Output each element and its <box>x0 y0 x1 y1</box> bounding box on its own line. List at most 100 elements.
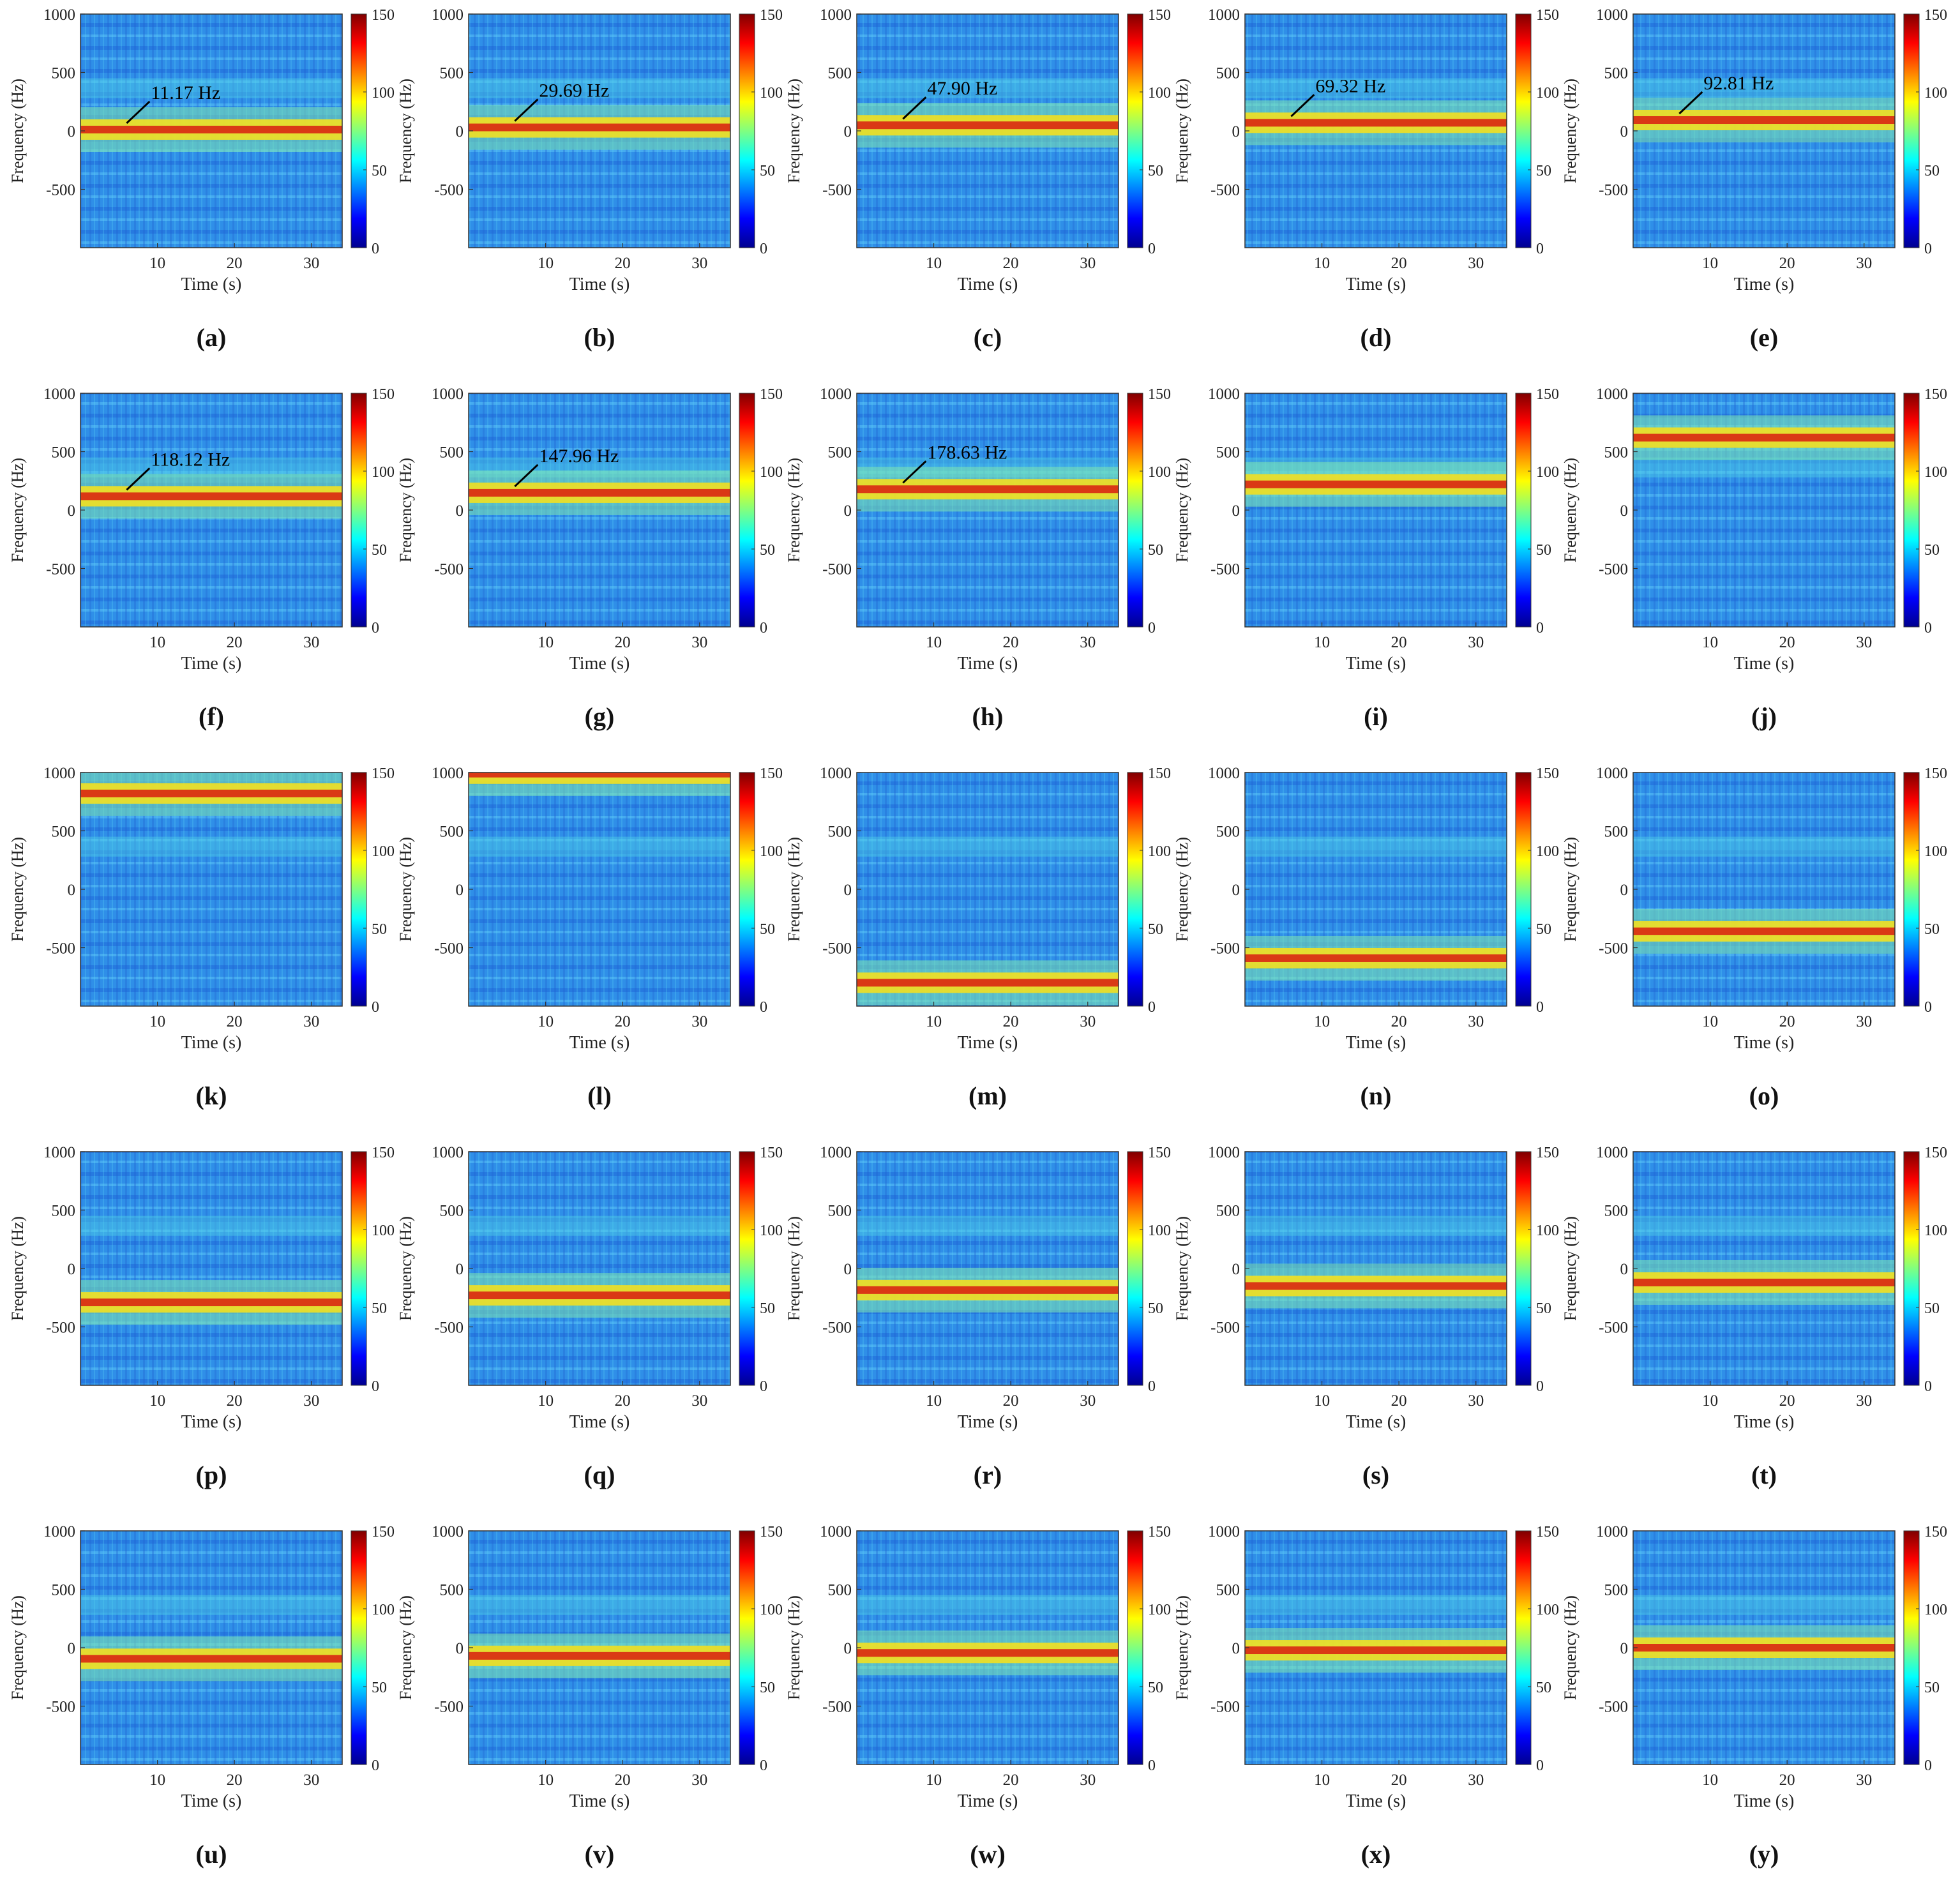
colorbar-tick-label: 0 <box>1148 1378 1156 1395</box>
noise-shelf <box>1245 1595 1507 1615</box>
colorbar-tick-label: 50 <box>1536 1300 1551 1317</box>
x-axis-label: Time (s) <box>1346 1791 1406 1811</box>
x-tick-label: 30 <box>303 634 319 651</box>
x-axis-label: Time (s) <box>569 275 630 294</box>
colorbar-tick-label: 100 <box>1148 1223 1171 1239</box>
x-tick-label: 30 <box>1856 255 1872 272</box>
x-tick-label: 30 <box>1856 1392 1872 1410</box>
x-tick-label: 10 <box>1314 634 1330 651</box>
y-tick-label: 500 <box>1604 824 1629 841</box>
frequency-band <box>857 485 1119 493</box>
y-tick-label: -500 <box>1210 1320 1240 1337</box>
panel-label: (a) <box>197 323 227 352</box>
x-tick-label: 20 <box>1779 1772 1795 1789</box>
colorbar <box>351 772 367 1007</box>
y-tick-label: 1000 <box>43 1144 75 1161</box>
colorbar <box>1903 772 1920 1007</box>
y-tick-label: 1000 <box>1208 1144 1240 1161</box>
x-tick-label: 20 <box>1003 1013 1019 1030</box>
colorbar <box>351 1530 367 1765</box>
y-tick-label: 500 <box>440 65 464 82</box>
y-tick-label: 0 <box>68 1261 76 1278</box>
y-tick-label: 0 <box>1620 502 1629 520</box>
colorbar-tick-label: 50 <box>1148 1680 1163 1696</box>
panel-label: (m) <box>969 1081 1007 1110</box>
colorbar-tick-label: 150 <box>372 386 395 403</box>
x-tick-label: 10 <box>538 255 554 272</box>
x-tick-label: 20 <box>1391 1392 1407 1410</box>
x-axis-label: Time (s) <box>958 1412 1018 1432</box>
colorbar-tick-label: 150 <box>760 7 783 24</box>
y-tick-label: 0 <box>456 123 464 140</box>
band-annotation: 92.81 Hz <box>1703 73 1774 94</box>
y-tick-label: -500 <box>1599 182 1628 199</box>
x-tick-label: 20 <box>1003 255 1019 272</box>
y-tick-label: 1000 <box>820 1523 852 1540</box>
y-axis-label: Frequency (Hz) <box>1561 1595 1579 1700</box>
colorbar-tick-label: 0 <box>1536 241 1544 257</box>
colorbar-tick-label: 100 <box>372 1602 395 1618</box>
colorbar <box>1127 13 1143 248</box>
y-axis-label: Frequency (Hz) <box>1561 458 1579 562</box>
y-tick-label: 500 <box>52 1203 76 1220</box>
y-tick-label: -500 <box>46 561 75 578</box>
colorbar <box>739 772 755 1007</box>
colorbar-tick-label: 150 <box>760 386 783 403</box>
colorbar-tick-label: 0 <box>1924 999 1932 1016</box>
colorbar-tick-label: 50 <box>1148 1300 1163 1317</box>
y-axis-label: Frequency (Hz) <box>8 1595 27 1700</box>
y-tick-label: -500 <box>1599 940 1628 958</box>
colorbar-tick-label: 100 <box>1924 843 1947 860</box>
colorbar-tick-label: 50 <box>1536 542 1551 559</box>
colorbar-tick-label: 0 <box>1148 241 1156 257</box>
y-tick-label: 500 <box>1216 444 1240 462</box>
x-tick-label: 30 <box>303 1392 319 1410</box>
y-axis-label: Frequency (Hz) <box>396 79 415 183</box>
y-axis-label: Frequency (Hz) <box>396 458 415 562</box>
x-axis-label: Time (s) <box>569 1033 630 1053</box>
y-tick-label: 500 <box>440 824 464 841</box>
frequency-band <box>1245 480 1507 488</box>
x-tick-label: 10 <box>538 1772 554 1789</box>
colorbar-tick-label: 50 <box>760 163 775 179</box>
x-tick-label: 30 <box>303 255 319 272</box>
y-tick-label: 0 <box>1620 123 1629 140</box>
frequency-band <box>1245 1646 1507 1655</box>
y-tick-label: -500 <box>822 182 852 199</box>
x-tick-label: 10 <box>1702 1013 1718 1030</box>
colorbar-tick-label: 100 <box>760 1223 783 1239</box>
frequency-band <box>1633 1644 1895 1652</box>
y-tick-label: 0 <box>68 882 76 899</box>
frequency-band <box>80 789 342 797</box>
annotation-leader <box>902 460 927 484</box>
x-axis-label: Time (s) <box>1734 1033 1795 1053</box>
x-tick-label: 10 <box>926 255 942 272</box>
x-tick-label: 10 <box>1702 634 1718 651</box>
colorbar-tick-label: 50 <box>760 542 775 559</box>
colorbar-tick-label: 50 <box>1148 542 1163 559</box>
noise-shelf <box>80 1595 342 1615</box>
y-tick-label: 500 <box>828 65 852 82</box>
band-annotation: 11.17 Hz <box>151 82 220 103</box>
colorbar-tick-label: 50 <box>372 542 387 559</box>
y-tick-label: 500 <box>1604 1203 1629 1220</box>
colorbar <box>1515 393 1532 628</box>
colorbar-tick-label: 150 <box>372 7 395 24</box>
frequency-band <box>469 488 730 497</box>
colorbar-tick-label: 150 <box>1536 765 1559 782</box>
colorbar-tick-label: 150 <box>372 1145 395 1161</box>
y-tick-label: 500 <box>1216 1203 1240 1220</box>
colorbar-tick-label: 50 <box>760 1680 775 1696</box>
colorbar <box>1127 1151 1143 1386</box>
panel-label: (s) <box>1362 1461 1389 1489</box>
y-tick-label: 500 <box>1604 1582 1629 1599</box>
x-tick-label: 10 <box>1702 1392 1718 1410</box>
y-tick-label: 0 <box>1232 123 1240 140</box>
y-axis-label: Frequency (Hz) <box>785 837 803 942</box>
x-tick-label: 20 <box>615 255 631 272</box>
